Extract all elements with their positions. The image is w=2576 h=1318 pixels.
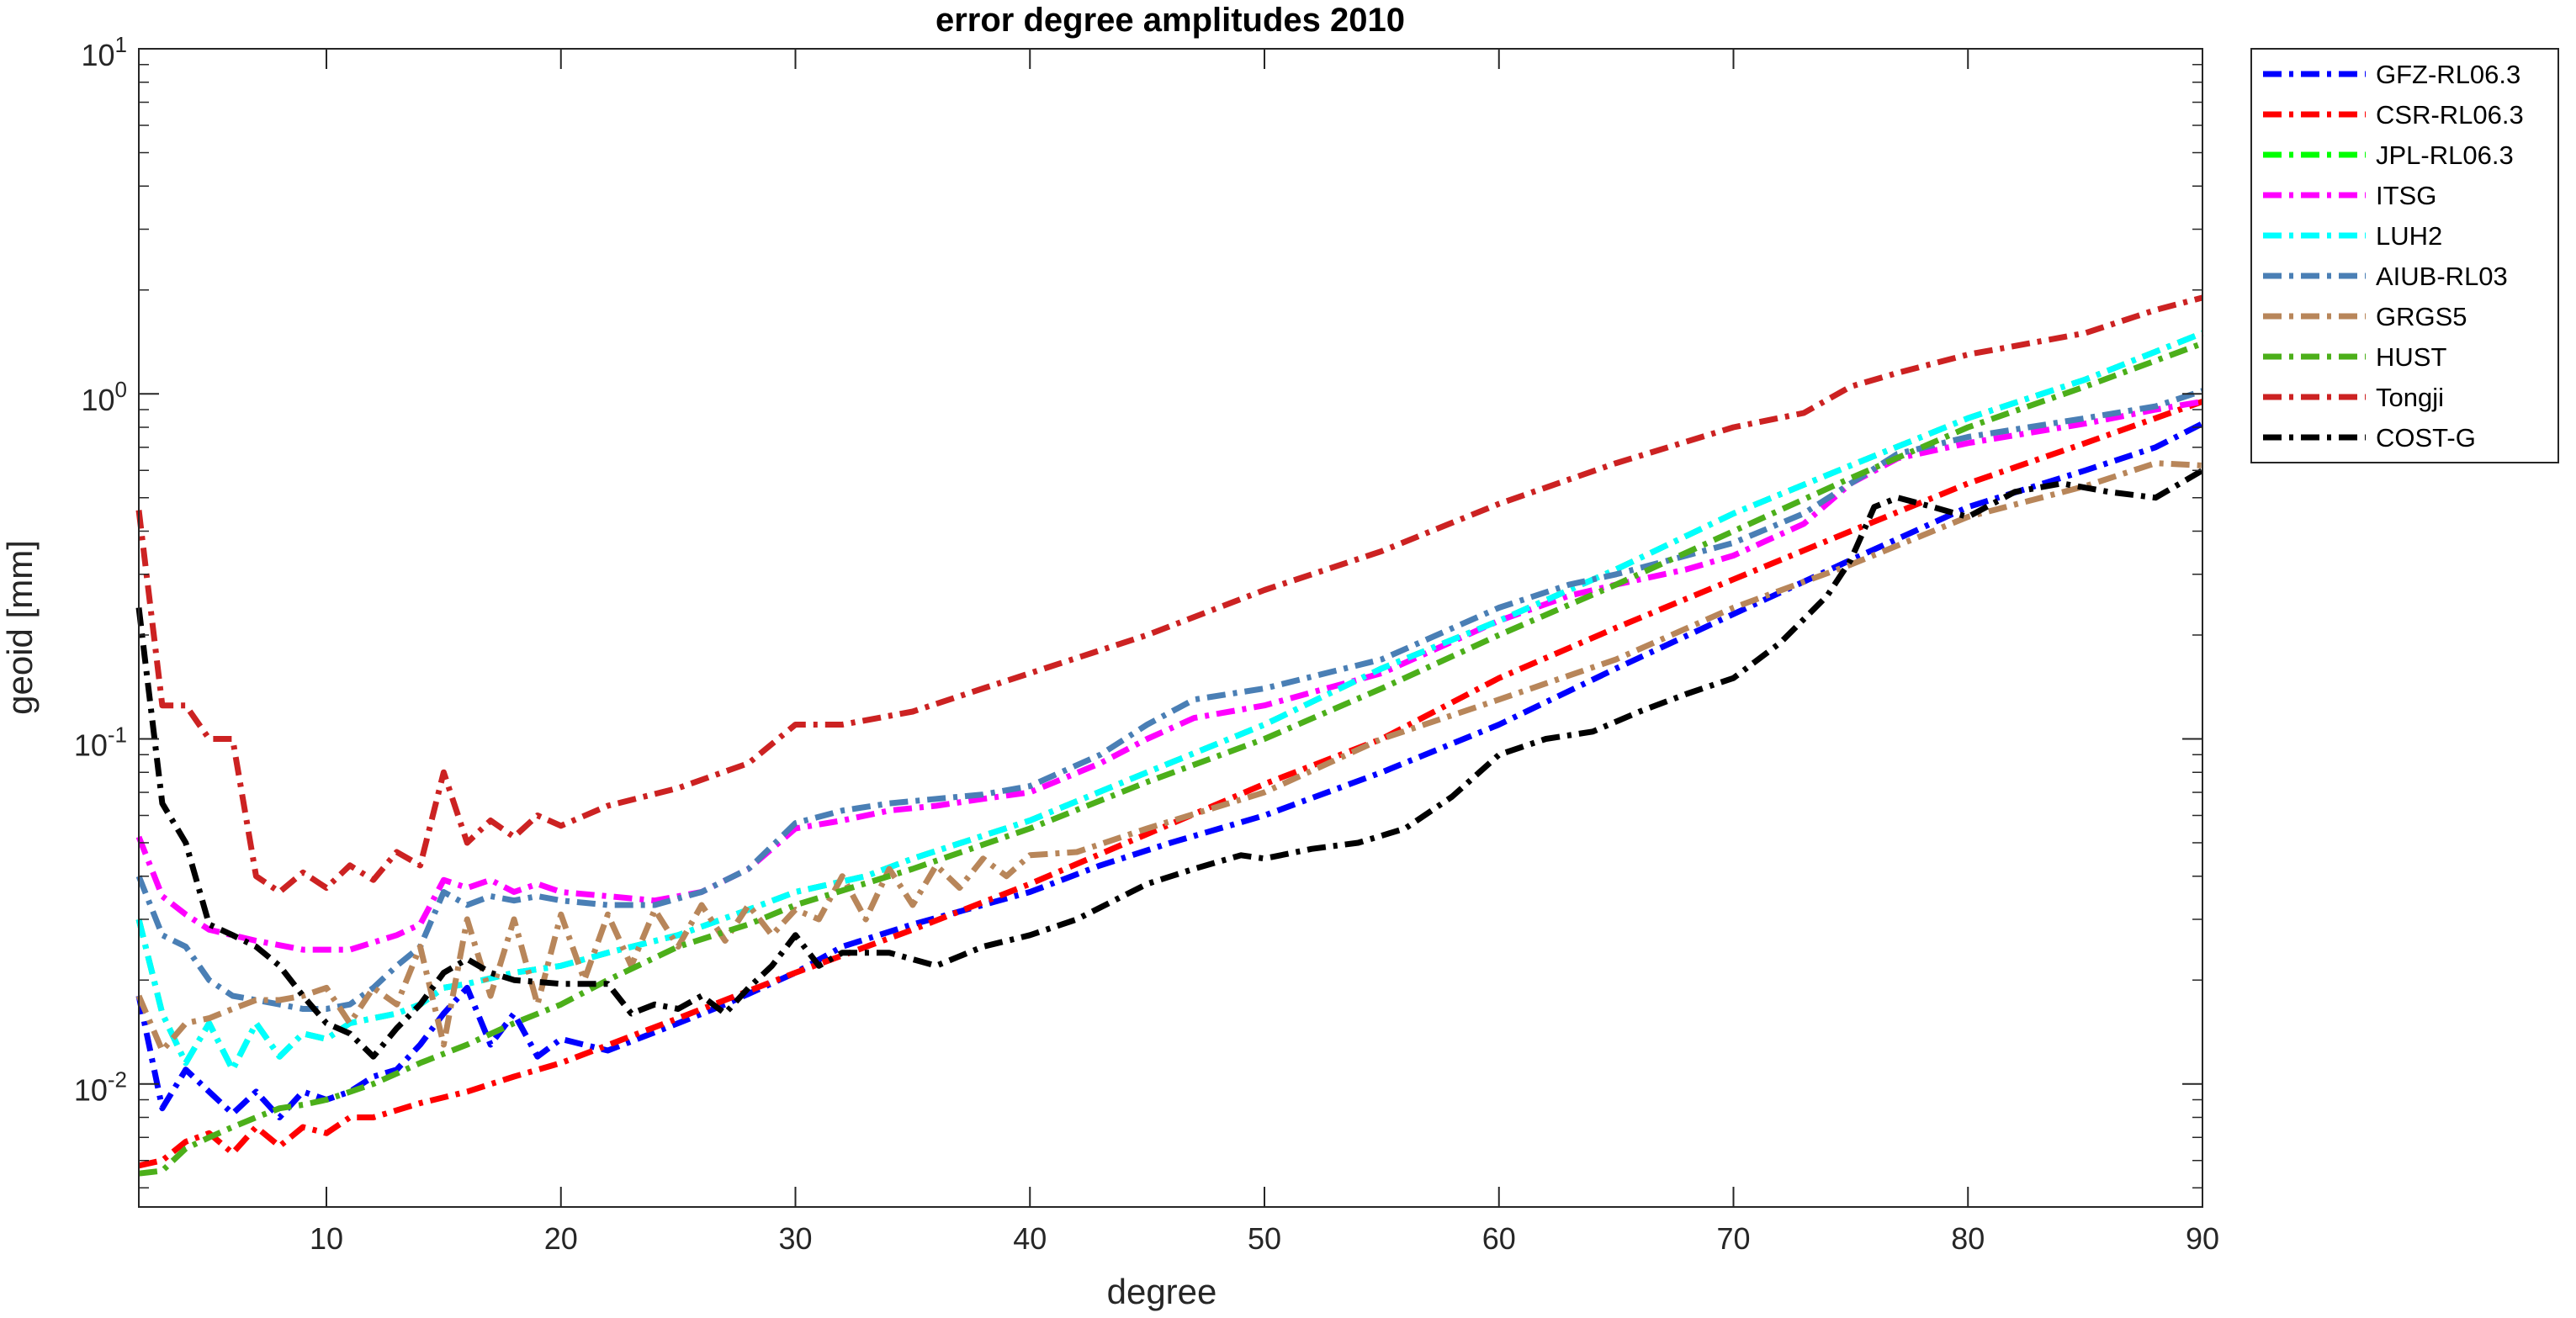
legend-label: Tongji bbox=[2376, 383, 2444, 412]
legend-label: ITSG bbox=[2376, 181, 2436, 210]
series-line-hust bbox=[138, 341, 2204, 1177]
plot-background bbox=[139, 49, 2202, 1207]
series-line-grgs5 bbox=[135, 460, 2203, 1054]
legend-label: LUH2 bbox=[2376, 221, 2442, 251]
x-tick-label: 80 bbox=[1951, 1221, 1985, 1256]
x-tick-label: 70 bbox=[1716, 1221, 1750, 1256]
legend: GFZ-RL06.3 CSR-RL06.3 JPL-RL06.3 ITSG LUH2 AI… bbox=[2250, 48, 2559, 463]
x-tick-label: 50 bbox=[1248, 1221, 1281, 1256]
y-tick-label: 101 bbox=[81, 32, 127, 72]
series-line-itsg bbox=[135, 398, 2203, 953]
y-axis-label: geoid [mm] bbox=[0, 540, 40, 715]
legend-box bbox=[2250, 48, 2559, 463]
x-tick-label: 90 bbox=[2186, 1221, 2219, 1256]
x-tick-label: 60 bbox=[1482, 1221, 1516, 1256]
legend-label: HUST bbox=[2376, 342, 2446, 372]
series-line-luh2 bbox=[135, 330, 2204, 1073]
x-axis-label: degree bbox=[1107, 1272, 1217, 1311]
legend-label: JPL-RL06.3 bbox=[2376, 140, 2514, 170]
series-group bbox=[135, 294, 2204, 1177]
legend-label: GRGS5 bbox=[2376, 302, 2467, 331]
y-tick-label: 10-2 bbox=[74, 1067, 127, 1108]
y-tick-label: 100 bbox=[81, 377, 127, 417]
legend-label: GFZ-RL06.3 bbox=[2376, 60, 2520, 89]
series-line-tongji bbox=[135, 294, 2203, 895]
x-tick-label: 10 bbox=[310, 1221, 343, 1256]
series-line-cost-g bbox=[135, 468, 2204, 1060]
ticks-group: 10 20 30 40 50 60 70 80 90 10-2 10-1 100 101 bbox=[74, 32, 2219, 1256]
plot-frame bbox=[138, 48, 2203, 1208]
legend-label: COST-G bbox=[2376, 423, 2476, 453]
legend-label: CSR-RL06.3 bbox=[2376, 100, 2524, 130]
chart-title: error degree amplitudes 2010 bbox=[936, 2, 1405, 39]
x-tick-label: 20 bbox=[544, 1221, 578, 1256]
y-tick-label: 10-1 bbox=[74, 722, 127, 762]
x-tick-label: 30 bbox=[778, 1221, 812, 1256]
x-tick-label: 40 bbox=[1013, 1221, 1047, 1256]
legend-label: AIUB-RL03 bbox=[2376, 262, 2508, 291]
